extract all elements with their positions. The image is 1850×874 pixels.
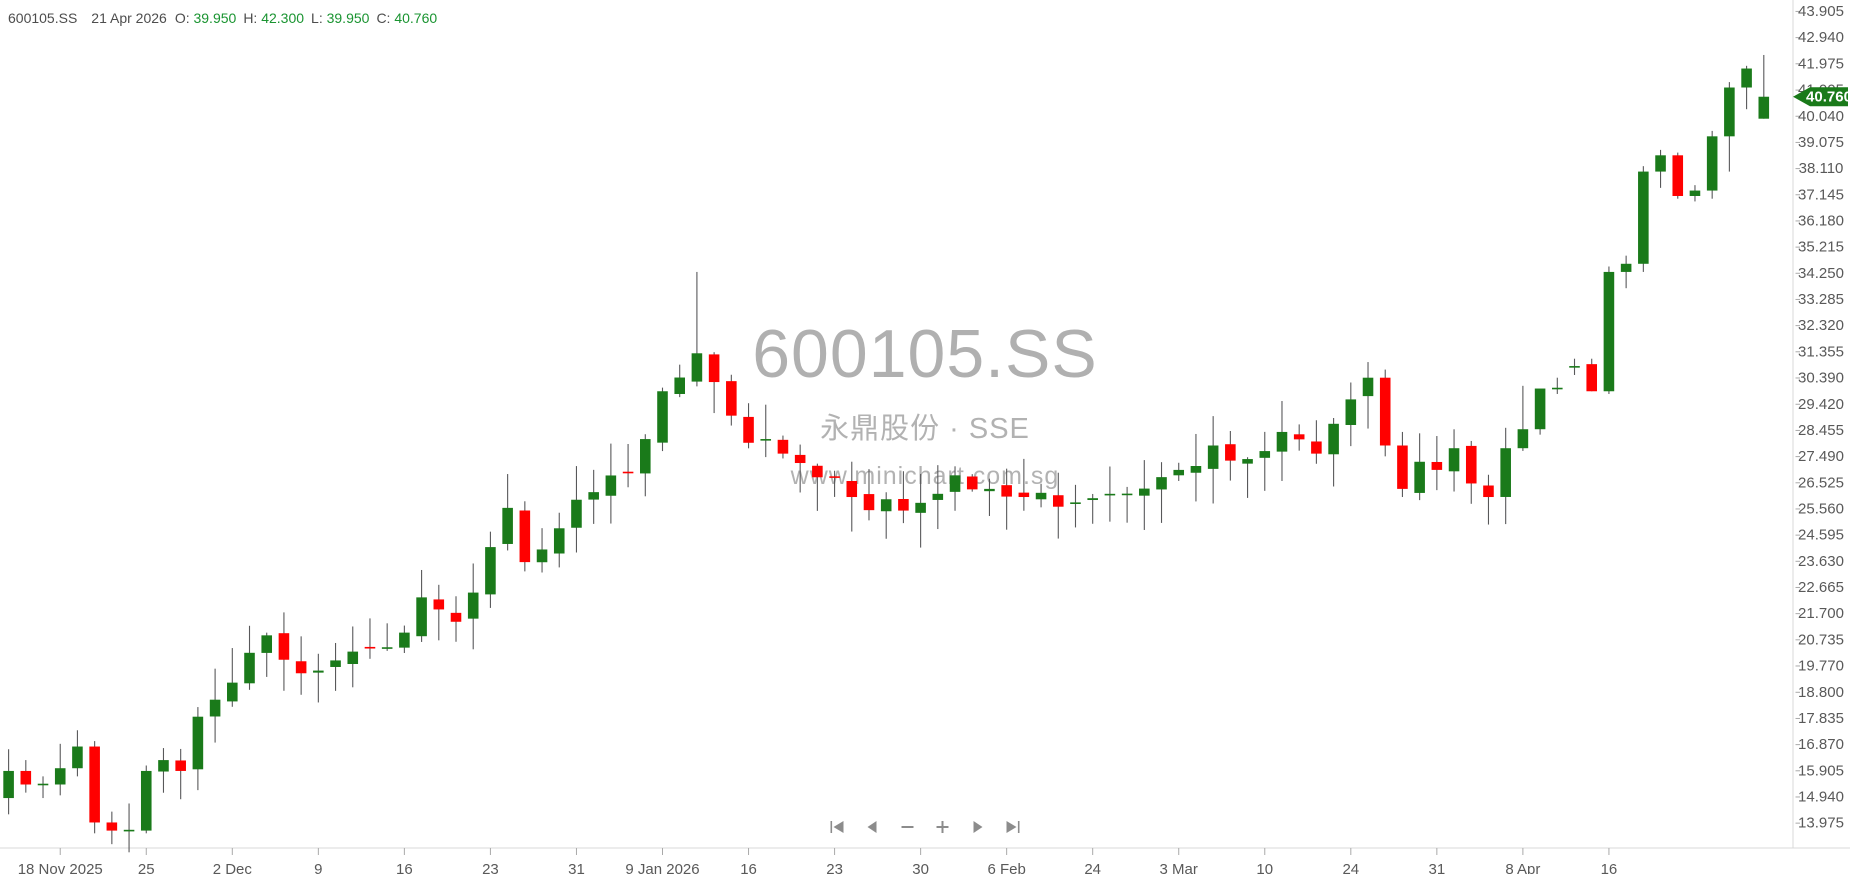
svg-text:8 Apr: 8 Apr — [1505, 861, 1540, 874]
svg-text:10: 10 — [1256, 861, 1273, 874]
svg-text:3 Mar: 3 Mar — [1160, 861, 1198, 874]
svg-text:35.215: 35.215 — [1798, 239, 1844, 256]
svg-text:16: 16 — [1601, 861, 1618, 874]
svg-text:39.075: 39.075 — [1798, 134, 1844, 151]
svg-text:2 Dec: 2 Dec — [213, 861, 253, 874]
svg-text:42.940: 42.940 — [1798, 29, 1844, 46]
svg-text:23: 23 — [482, 861, 499, 874]
svg-text:24.595: 24.595 — [1798, 527, 1844, 544]
svg-text:37.145: 37.145 — [1798, 186, 1844, 203]
svg-text:32.320: 32.320 — [1798, 317, 1844, 334]
svg-text:24: 24 — [1084, 861, 1101, 874]
svg-text:33.285: 33.285 — [1798, 291, 1844, 308]
svg-text:23: 23 — [826, 861, 843, 874]
svg-text:27.490: 27.490 — [1798, 448, 1844, 465]
svg-text:14.940: 14.940 — [1798, 788, 1844, 805]
svg-text:36.180: 36.180 — [1798, 212, 1844, 229]
svg-text:40.040: 40.040 — [1798, 108, 1844, 125]
svg-text:16.870: 16.870 — [1798, 736, 1844, 753]
svg-text:34.250: 34.250 — [1798, 265, 1844, 282]
svg-text:31: 31 — [1429, 861, 1446, 874]
svg-text:31: 31 — [568, 861, 585, 874]
svg-text:26.525: 26.525 — [1798, 474, 1844, 491]
svg-text:18 Nov 2025: 18 Nov 2025 — [18, 861, 103, 874]
svg-text:41.975: 41.975 — [1798, 55, 1844, 72]
svg-text:23.630: 23.630 — [1798, 553, 1844, 570]
svg-text:9 Jan 2026: 9 Jan 2026 — [625, 861, 699, 874]
svg-text:29.420: 29.420 — [1798, 396, 1844, 413]
svg-text:28.455: 28.455 — [1798, 422, 1844, 439]
svg-text:20.735: 20.735 — [1798, 631, 1844, 648]
svg-text:15.905: 15.905 — [1798, 762, 1844, 779]
svg-text:18.800: 18.800 — [1798, 684, 1844, 701]
svg-text:9: 9 — [314, 861, 322, 874]
svg-text:16: 16 — [396, 861, 413, 874]
svg-text:22.665: 22.665 — [1798, 579, 1844, 596]
svg-text:13.975: 13.975 — [1798, 815, 1844, 832]
svg-text:24: 24 — [1342, 861, 1359, 874]
svg-text:30: 30 — [912, 861, 929, 874]
svg-text:21.700: 21.700 — [1798, 605, 1844, 622]
svg-text:38.110: 38.110 — [1799, 160, 1844, 177]
svg-text:43.905: 43.905 — [1798, 3, 1844, 20]
svg-text:40.760: 40.760 — [1806, 89, 1850, 106]
svg-text:30.390: 30.390 — [1798, 369, 1844, 386]
svg-text:17.835: 17.835 — [1798, 710, 1844, 727]
svg-text:19.770: 19.770 — [1798, 657, 1844, 674]
svg-text:25: 25 — [138, 861, 155, 874]
svg-text:31.355: 31.355 — [1798, 343, 1844, 360]
svg-text:6 Feb: 6 Feb — [987, 861, 1025, 874]
svg-text:16: 16 — [740, 861, 757, 874]
svg-text:25.560: 25.560 — [1798, 500, 1844, 517]
